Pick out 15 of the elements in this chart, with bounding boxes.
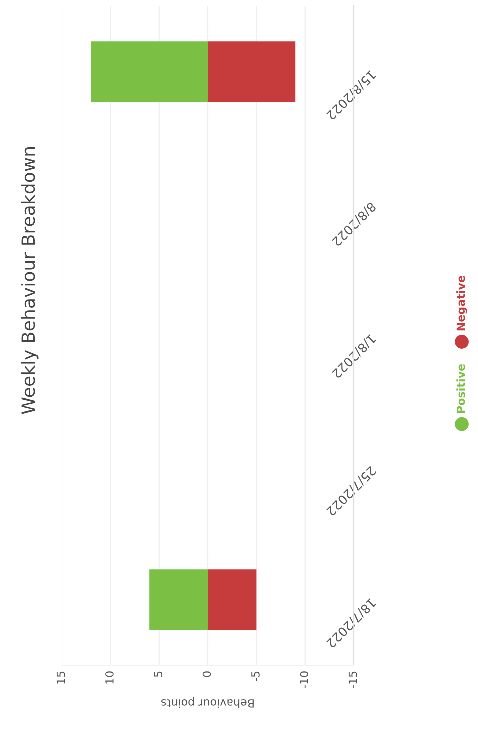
x-tick-label: 0 (202, 672, 212, 678)
x-tick-label: 10 (105, 672, 114, 684)
text: Positive (456, 364, 466, 413)
bar (208, 570, 257, 630)
x-tick-label: -15 (348, 672, 358, 688)
text: Weekly Behaviour Breakdown (21, 147, 39, 414)
x-tick-label: -10 (300, 672, 309, 688)
x-tick-label: 5 (154, 672, 163, 678)
bar (208, 42, 296, 102)
bar (150, 570, 208, 630)
x-tick-label: -5 (252, 672, 260, 682)
x-axis-title: Behaviour points (162, 697, 254, 708)
x-tick-label: 15 (56, 672, 66, 684)
text: Negative (456, 276, 468, 331)
bar (91, 42, 208, 102)
